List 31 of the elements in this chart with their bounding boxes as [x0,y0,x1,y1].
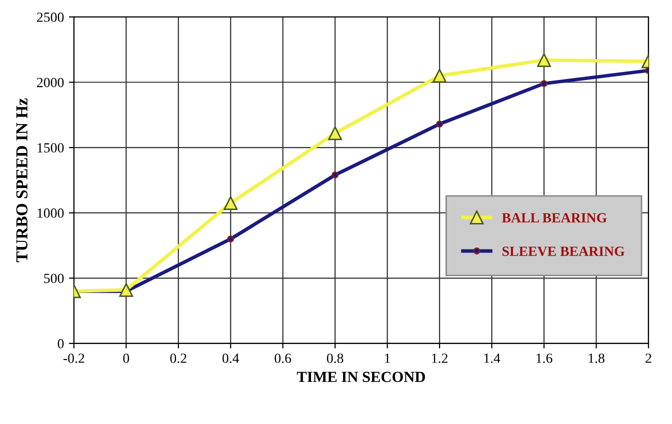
point [436,120,444,128]
x-axis-title: TIME IN SECOND [296,372,425,382]
x-tick-label: 1.2 [432,354,448,363]
point [227,235,234,242]
point [537,53,551,67]
point [328,126,342,140]
x-tick-label: 0.2 [170,354,186,363]
y-tick-label: 1500 [38,143,64,153]
x-tick-label: 0.6 [274,354,292,363]
y-tick-label: 0 [58,339,64,348]
point [119,282,134,297]
x-tick-label: 2 [646,354,652,363]
x-tick-label: 0.8 [326,354,344,363]
point [432,68,446,83]
legend-label: BALL BEARING [502,213,607,222]
x-tick-label: 1.4 [484,354,500,363]
point [332,172,339,178]
y-axis-title: TURBO SPEED IN Hz [16,98,28,262]
y-tick-label: 1000 [38,208,64,218]
x-tick-label: 0.4 [222,354,240,363]
x-tick-label: 1 [385,354,390,363]
x-tick-label: 0 [123,354,130,363]
point [224,196,238,210]
y-tick-label: 500 [44,274,64,284]
x-tick-label: 1.6 [536,354,552,363]
y-tick-label: 2000 [37,78,64,88]
y-tick-label: 2500 [37,12,64,22]
legend-label: SLEEVE BEARING [502,246,624,256]
x-tick-label: -0.2 [63,354,84,363]
point [540,80,548,88]
x-tick-label: 1.8 [588,354,604,363]
